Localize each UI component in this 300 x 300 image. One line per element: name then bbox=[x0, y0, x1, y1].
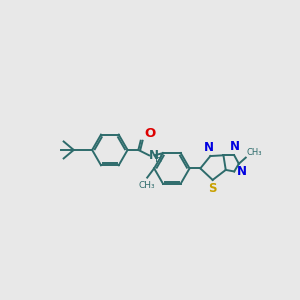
Text: N: N bbox=[149, 149, 159, 162]
Text: CH₃: CH₃ bbox=[247, 148, 262, 157]
Text: S: S bbox=[208, 182, 216, 195]
Text: N: N bbox=[204, 141, 214, 154]
Text: H: H bbox=[154, 154, 162, 164]
Text: N: N bbox=[230, 140, 240, 153]
Text: N: N bbox=[236, 165, 247, 178]
Text: O: O bbox=[145, 127, 156, 140]
Text: CH₃: CH₃ bbox=[138, 181, 155, 190]
